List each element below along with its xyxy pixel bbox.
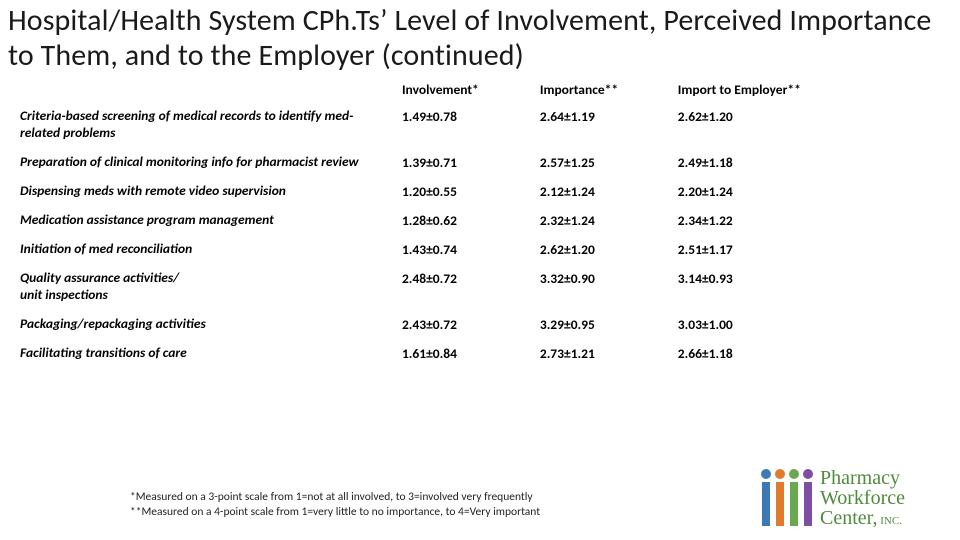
row-label: Packaging/repackaging activities (14, 310, 396, 339)
row-importance: 2.73±1.21 (534, 339, 672, 368)
row-involvement: 1.61±0.84 (396, 339, 534, 368)
row-import-employer: 2.49±1.18 (672, 148, 884, 177)
row-importance: 2.32±1.24 (534, 206, 672, 235)
row-involvement: 1.39±0.71 (396, 148, 534, 177)
row-importance: 2.12±1.24 (534, 177, 672, 206)
table-row: Criteria-based screening of medical reco… (14, 102, 884, 148)
row-involvement: 1.20±0.55 (396, 177, 534, 206)
row-import-employer: 3.03±1.00 (672, 310, 884, 339)
col-header-label (14, 79, 396, 102)
row-importance: 2.64±1.19 (534, 102, 672, 148)
table-row: Medication assistance program management… (14, 206, 884, 235)
col-header-import-employer: Import to Employer** (672, 79, 884, 102)
row-import-employer: 2.20±1.24 (672, 177, 884, 206)
row-involvement: 2.43±0.72 (396, 310, 534, 339)
row-importance: 2.57±1.25 (534, 148, 672, 177)
footnote-2: **Measured on a 4-point scale from 1=ver… (130, 505, 540, 520)
row-involvement: 1.49±0.78 (396, 102, 534, 148)
col-header-importance: Importance** (534, 79, 672, 102)
row-importance: 3.29±0.95 (534, 310, 672, 339)
row-involvement: 1.28±0.62 (396, 206, 534, 235)
row-label: Quality assurance activities/unit inspec… (14, 264, 396, 310)
logo-text-2: Workforce (820, 487, 905, 509)
table-header-row: Involvement* Importance** Import to Empl… (14, 79, 884, 102)
logo-bars-icon (761, 469, 813, 526)
row-involvement: 2.48±0.72 (396, 264, 534, 310)
row-importance: 2.62±1.20 (534, 235, 672, 264)
footnotes: *Measured on a 3-point scale from 1=not … (130, 490, 540, 520)
table-row: Facilitating transitions of care1.61±0.8… (14, 339, 884, 368)
row-label: Medication assistance program management (14, 206, 396, 235)
row-import-employer: 2.34±1.22 (672, 206, 884, 235)
row-label: Initiation of med reconciliation (14, 235, 396, 264)
page-title: Hospital/Health System CPh.Ts’ Level of … (8, 4, 938, 73)
row-label: Dispensing meds with remote video superv… (14, 177, 396, 206)
row-label: Preparation of clinical monitoring info … (14, 148, 396, 177)
row-label: Criteria-based screening of medical reco… (14, 102, 396, 148)
row-involvement: 1.43±0.74 (396, 235, 534, 264)
data-table: Involvement* Importance** Import to Empl… (14, 79, 884, 368)
row-importance: 3.32±0.90 (534, 264, 672, 310)
table-row: Packaging/repackaging activities2.43±0.7… (14, 310, 884, 339)
footnote-1: *Measured on a 3-point scale from 1=not … (130, 490, 540, 505)
col-header-involvement: Involvement* (396, 79, 534, 102)
logo-text-3: Center, INC. (820, 507, 902, 529)
row-import-employer: 3.14±0.93 (672, 264, 884, 310)
row-import-employer: 2.62±1.20 (672, 102, 884, 148)
table-row: Dispensing meds with remote video superv… (14, 177, 884, 206)
logo-svg: Pharmacy Workforce Center, INC. (758, 462, 948, 530)
row-import-employer: 2.51±1.17 (672, 235, 884, 264)
slide: Hospital/Health System CPh.Ts’ Level of … (0, 0, 960, 540)
table-row: Initiation of med reconciliation1.43±0.7… (14, 235, 884, 264)
logo-text-1: Pharmacy (820, 467, 900, 489)
pharmacy-workforce-logo: Pharmacy Workforce Center, INC. (758, 462, 948, 530)
table-row: Quality assurance activities/unit inspec… (14, 264, 884, 310)
row-import-employer: 2.66±1.18 (672, 339, 884, 368)
table-body: Criteria-based screening of medical reco… (14, 102, 884, 368)
row-label: Facilitating transitions of care (14, 339, 396, 368)
table-row: Preparation of clinical monitoring info … (14, 148, 884, 177)
